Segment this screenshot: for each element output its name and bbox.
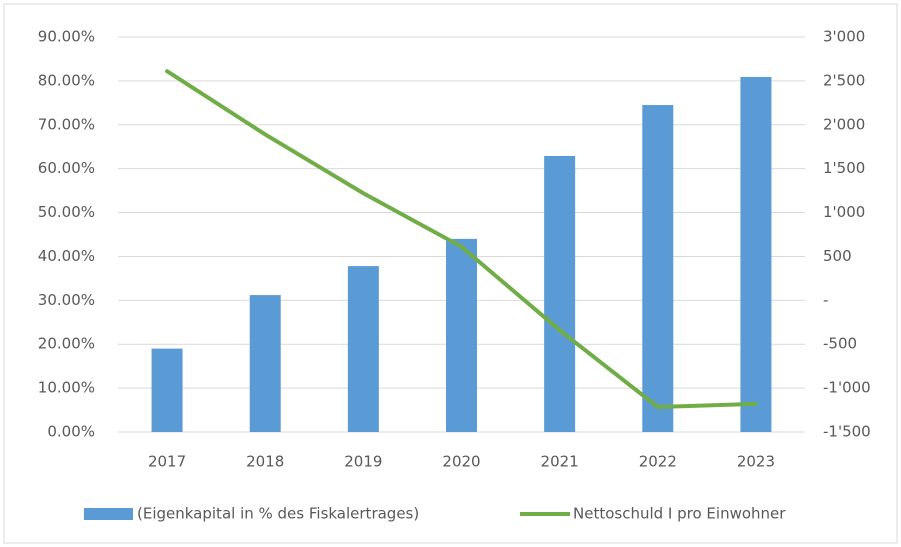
- y-tick-label: 80.00%: [38, 71, 95, 89]
- bar: [740, 76, 772, 432]
- y-tick-label: 40.00%: [38, 247, 95, 265]
- y2-tick-label: -500: [823, 335, 857, 353]
- y-tick-label: 90.00%: [38, 28, 95, 46]
- y2-tick-label: -1'000: [823, 379, 871, 397]
- y2-tick-label: 2'500: [823, 71, 865, 89]
- x-tick-label: 2017: [148, 453, 186, 471]
- y2-tick-label: 3'000: [823, 28, 865, 46]
- bar: [446, 238, 477, 432]
- y-tick-label: 10.00%: [38, 379, 95, 397]
- y-tick-label: 50.00%: [38, 203, 95, 221]
- y2-tick-label: 500: [823, 247, 852, 265]
- legend-label: Nettoschuld I pro Einwohner: [573, 505, 786, 523]
- y2-tick-label: 2'000: [823, 115, 865, 133]
- y-tick-label: 30.00%: [38, 291, 95, 309]
- y-tick-label: 0.00%: [47, 423, 95, 441]
- x-tick-label: 2019: [344, 453, 382, 471]
- x-tick-label: 2022: [639, 453, 677, 471]
- bar: [249, 295, 281, 432]
- bar: [151, 348, 183, 432]
- x-tick-label: 2023: [737, 453, 775, 471]
- y-tick-label: 20.00%: [38, 335, 95, 353]
- bar: [544, 155, 576, 432]
- y2-tick-label: 1'500: [823, 159, 865, 177]
- y2-tick-label: -1'500: [823, 423, 871, 441]
- y-tick-label: 60.00%: [38, 159, 95, 177]
- line: [165, 69, 758, 409]
- bar: [347, 266, 379, 432]
- legend-label: (Eigenkapital in % des Fiskalertrages): [137, 505, 419, 523]
- y2-tick-label: -: [823, 291, 828, 309]
- y-tick-label: 70.00%: [38, 115, 95, 133]
- legend-swatch: [84, 508, 133, 520]
- x-tick-label: 2018: [246, 453, 284, 471]
- x-tick-label: 2021: [541, 453, 579, 471]
- x-tick-label: 2020: [442, 453, 480, 471]
- y2-tick-label: 1'000: [823, 203, 865, 221]
- bar: [642, 105, 674, 433]
